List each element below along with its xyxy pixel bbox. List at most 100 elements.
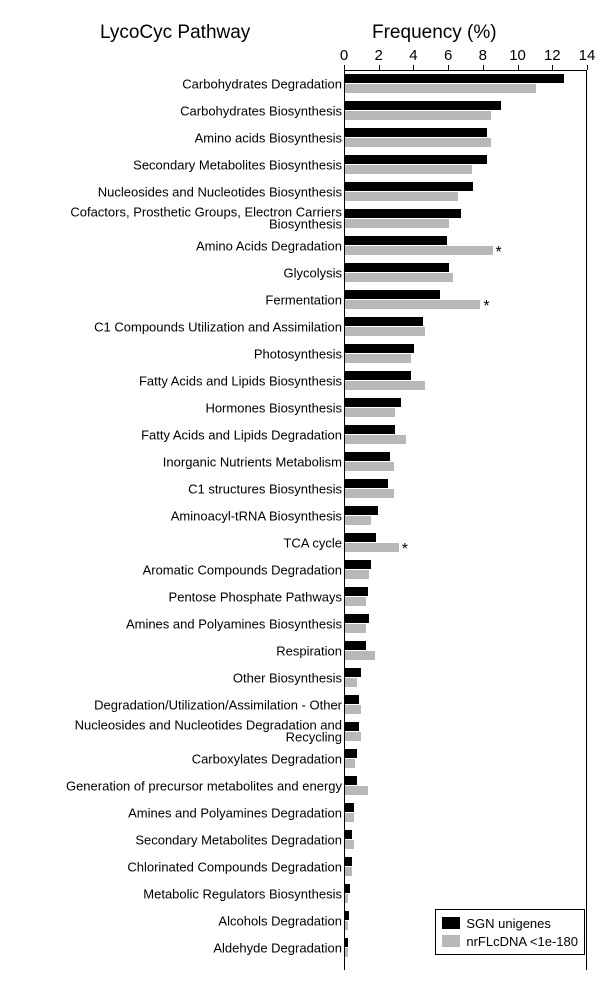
chart-row: Pentose Phosphate Pathways (0, 583, 600, 610)
bar-light (345, 462, 394, 471)
bar-dark (345, 236, 447, 245)
bar-light (345, 921, 348, 930)
bar-dark (345, 263, 449, 272)
bar-light (345, 894, 348, 903)
bar-dark (345, 911, 349, 920)
chart-row: Amines and Polyamines Degradation (0, 799, 600, 826)
chart-row: Fatty Acids and Lipids Degradation (0, 421, 600, 448)
bar-dark (345, 614, 369, 623)
chart-row: Generation of precursor metabolites and … (0, 772, 600, 799)
bar-dark (345, 128, 487, 137)
category-label: Amino Acids Degradation (10, 239, 342, 252)
chart-row: Hormones Biosynthesis (0, 394, 600, 421)
chart-row: Amino acids Biosynthesis (0, 124, 600, 151)
category-label: Amines and Polyamines Degradation (10, 806, 342, 819)
bar-dark (345, 587, 368, 596)
category-label: Degradation/Utilization/Assimilation - O… (10, 698, 342, 711)
chart-row: Cofactors, Prosthetic Groups, Electron C… (0, 205, 600, 232)
x-axis-tick-label: 14 (579, 47, 596, 64)
bar-light (345, 408, 395, 417)
bar-light (345, 840, 354, 849)
significance-star-icon: * (483, 302, 489, 311)
bar-light (345, 192, 458, 201)
bar-dark (345, 452, 390, 461)
chart-row: Amino Acids Degradation * (0, 232, 600, 259)
x-axis-tick-label: 8 (479, 47, 487, 64)
bar-dark (345, 506, 378, 515)
category-label: Aromatic Compounds Degradation (10, 563, 342, 576)
chart-row: Secondary Metabolites Biosynthesis (0, 151, 600, 178)
category-label: Secondary Metabolites Biosynthesis (10, 158, 342, 171)
significance-star-icon: * (402, 545, 408, 554)
chart-page: LycoCyc Pathway Frequency (%) 0246810121… (0, 0, 600, 1005)
bar-light (345, 84, 536, 93)
bar-light (345, 705, 361, 714)
bar-light (345, 867, 352, 876)
significance-star-icon: * (496, 248, 502, 257)
bar-light (345, 246, 493, 255)
chart-row: Respiration (0, 637, 600, 664)
bar-light (345, 786, 368, 795)
category-label: C1 Compounds Utilization and Assimilatio… (10, 320, 342, 333)
legend-item: SGN unigenes (442, 914, 578, 932)
chart-row: C1 Compounds Utilization and Assimilatio… (0, 313, 600, 340)
category-label: Nucleosides and Nucleotides Biosynthesis (10, 185, 342, 198)
bar-dark (345, 857, 352, 866)
chart-row: C1 structures Biosynthesis (0, 475, 600, 502)
bar-light (345, 759, 355, 768)
category-label: Carbohydrates Degradation (10, 77, 342, 90)
bar-light (345, 138, 491, 147)
category-label: Chlorinated Compounds Degradation (10, 860, 342, 873)
category-label: Carbohydrates Biosynthesis (10, 104, 342, 117)
category-label: Fatty Acids and Lipids Degradation (10, 428, 342, 441)
legend-item: nrFLcDNA <1e-180 (442, 932, 578, 950)
bar-light (345, 489, 394, 498)
chart-row: Amines and Polyamines Biosynthesis (0, 610, 600, 637)
bar-light (345, 273, 453, 282)
chart-row: Carbohydrates Biosynthesis (0, 97, 600, 124)
bar-light (345, 354, 411, 363)
x-axis-tick-label: 4 (409, 47, 417, 64)
x-axis-tick-label: 2 (375, 47, 383, 64)
bar-light (345, 327, 425, 336)
bar-dark (345, 425, 395, 434)
bar-dark (345, 695, 359, 704)
category-label: Generation of precursor metabolites and … (10, 779, 342, 792)
bar-light (345, 300, 480, 309)
category-label: Hormones Biosynthesis (10, 401, 342, 414)
chart-row: Metabolic Regulators Biosynthesis (0, 880, 600, 907)
bar-dark (345, 155, 487, 164)
bar-light (345, 624, 366, 633)
bar-dark (345, 938, 348, 947)
bar-light (345, 381, 425, 390)
chart-row: Fatty Acids and Lipids Biosynthesis (0, 367, 600, 394)
category-label: Nucleosides and Nucleotides Degradation … (10, 719, 342, 744)
bar-dark (345, 668, 361, 677)
chart-row: Other Biosynthesis (0, 664, 600, 691)
bar-dark (345, 803, 354, 812)
chart-row: Nucleosides and Nucleotides Biosynthesis (0, 178, 600, 205)
bar-dark (345, 209, 461, 218)
category-label: Carboxylates Degradation (10, 752, 342, 765)
chart-row: Carbohydrates Degradation (0, 70, 600, 97)
chart-row: Fermentation* (0, 286, 600, 313)
chart-row: Aromatic Compounds Degradation (0, 556, 600, 583)
chart-row: TCA cycle * (0, 529, 600, 556)
bar-light (345, 516, 371, 525)
bar-dark (345, 722, 359, 731)
bar-dark (345, 290, 440, 299)
category-label: TCA cycle (10, 536, 342, 549)
bar-dark (345, 398, 401, 407)
bar-light (345, 948, 348, 957)
bar-dark (345, 641, 366, 650)
category-label: Respiration (10, 644, 342, 657)
legend-swatch (442, 917, 460, 929)
bar-dark (345, 560, 371, 569)
bar-dark (345, 830, 352, 839)
bar-light (345, 165, 472, 174)
chart-row: Chlorinated Compounds Degradation (0, 853, 600, 880)
category-label: Cofactors, Prosthetic Groups, Electron C… (10, 206, 342, 231)
chart-rows: Carbohydrates Degradation Carbohydrates B… (0, 70, 600, 961)
category-label: Aldehyde Degradation (10, 941, 342, 954)
right-column-title: Frequency (%) (372, 22, 497, 44)
